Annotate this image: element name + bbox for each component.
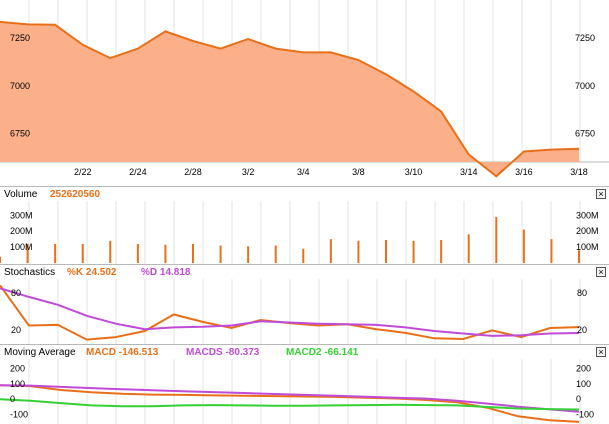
moving-average-close-icon[interactable]: × — [596, 347, 606, 357]
volume-y-tick-left: 300M — [10, 210, 33, 220]
volume-close-icon[interactable]: × — [596, 189, 606, 199]
price-x-tick: 2/22 — [74, 167, 92, 177]
price-x-tick: 3/2 — [242, 167, 255, 177]
stochastics-chart: 80 80 20 20 — [0, 279, 587, 344]
stochastics-y-tick-left: 20 — [11, 325, 21, 335]
macd2-label: MACD2 -66.141 — [286, 347, 359, 358]
volume-bar — [578, 250, 580, 263]
stochastics-label: Stochastics — [4, 267, 56, 278]
stochastics-header: Stochastics %K 24.502 %D 14.818 × — [0, 264, 609, 279]
price-x-tick: 3/4 — [297, 167, 310, 177]
volume-bar — [495, 216, 498, 263]
price-x-tick: 3/10 — [405, 167, 423, 177]
volume-chart: 300M 300M 200M 200M 100M 100M — [0, 201, 599, 264]
stochastics-y-tick-left: 80 — [11, 288, 21, 298]
volume-y-tick-left: 200M — [10, 226, 33, 236]
volume-bar — [440, 239, 443, 263]
stochastics-d-line — [0, 287, 580, 337]
price-y-tick-right: 6750 — [575, 128, 595, 138]
price-x-tick: 3/14 — [460, 167, 478, 177]
volume-bar — [219, 245, 222, 263]
volume-bar — [26, 243, 29, 263]
volume-bar — [0, 256, 1, 263]
moving-average-y-tick-left: 200 — [10, 363, 25, 373]
stochastics-y-tick-right: 80 — [577, 288, 587, 298]
price-x-tick: 2/24 — [129, 167, 147, 177]
moving-average-y-tick-left: -100 — [10, 410, 28, 420]
macd2-line — [0, 398, 580, 411]
volume-bar — [109, 240, 112, 263]
volume-bar — [467, 234, 470, 263]
volume-value: 252620560 — [50, 189, 101, 200]
volume-bar — [357, 240, 360, 263]
volume-bar — [136, 243, 139, 263]
moving-average-y-tick-right: 200 — [576, 363, 591, 373]
price-area — [0, 21, 579, 177]
volume-bar — [412, 240, 415, 263]
moving-average-y-tick-right: 100 — [576, 379, 591, 389]
price-x-tick: 3/16 — [515, 167, 533, 177]
stochastics-y-tick-right: 20 — [577, 325, 587, 335]
volume-label: Volume — [4, 189, 38, 200]
moving-average-y-tick-left: 0 — [10, 394, 15, 404]
price-y-tick-left: 6750 — [10, 128, 30, 138]
volume-bar — [54, 243, 57, 263]
volume-bar — [274, 245, 277, 263]
price-x-tick: 3/18 — [570, 167, 588, 177]
moving-average-chart: 200 200 100 100 0 0 -100 -100 — [0, 359, 594, 424]
stochastics-k-label: %K 24.502 — [67, 267, 117, 278]
volume-y-tick-right: 300M — [576, 210, 599, 220]
macd-label: MACD -146.513 — [86, 347, 159, 358]
stochastics-close-icon[interactable]: × — [596, 267, 606, 277]
moving-average-y-tick-right: -100 — [576, 410, 594, 420]
price-line — [0, 20, 580, 178]
macds-label: MACDS -80.373 — [186, 347, 260, 358]
price-y-tick-left: 7000 — [10, 81, 30, 91]
volume-y-tick-right: 100M — [576, 242, 599, 252]
moving-average-y-tick-left: 100 — [10, 379, 25, 389]
volume-bar — [522, 229, 525, 263]
volume-y-tick-right: 200M — [576, 226, 599, 236]
price-x-tick: 2/28 — [184, 167, 202, 177]
volume-bar — [550, 239, 553, 263]
volume-header: Volume 252620560 × — [0, 186, 609, 201]
volume-bar — [81, 243, 84, 263]
moving-average-header: Moving Average MACD -146.513 MACDS -80.3… — [0, 344, 609, 359]
volume-bar — [385, 239, 387, 263]
volume-bar — [164, 244, 167, 263]
volume-bar — [329, 239, 332, 263]
volume-bar — [302, 248, 305, 263]
moving-average-y-tick-right: 0 — [576, 394, 581, 404]
volume-bar — [192, 243, 194, 263]
volume-bar — [247, 246, 250, 263]
volume-y-tick-left: 100M — [10, 242, 33, 252]
price-y-tick-right: 7000 — [575, 81, 595, 91]
price-y-tick-right: 7250 — [575, 33, 595, 43]
macds-line — [0, 384, 580, 413]
price-chart: 7250 7250 7000 7000 6750 6750 2/22 2/24 2/28 3/2 3… — [0, 0, 609, 178]
price-x-tick: 3/8 — [352, 167, 365, 177]
moving-average-label: Moving Average — [4, 347, 76, 358]
price-y-tick-left: 7250 — [10, 33, 30, 43]
stochastics-d-label: %D 14.818 — [141, 267, 191, 278]
